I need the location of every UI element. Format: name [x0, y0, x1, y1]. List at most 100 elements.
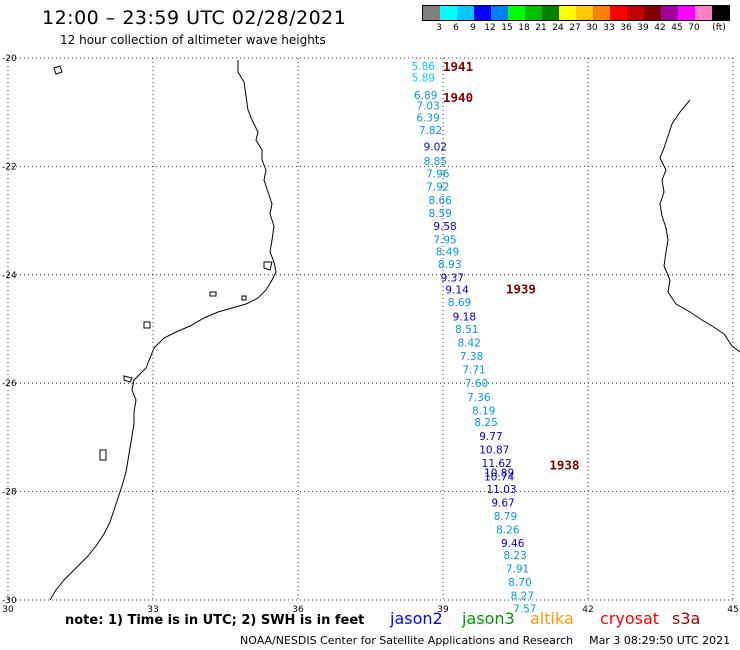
- map-title: 12:00 – 23:59 UTC 02/28/2021: [42, 7, 347, 29]
- legend-unit: (ft): [712, 23, 726, 33]
- wave-height-value: 7.36: [467, 392, 491, 404]
- footer-timestamp: Mar 3 08:29:50 UTC 2021: [589, 634, 731, 647]
- island: [241, 295, 247, 301]
- wave-height-value: 8.66: [429, 195, 453, 207]
- legend-swatch: [610, 6, 627, 20]
- wave-height-value: 8.26: [496, 525, 520, 537]
- coast-inlet: [123, 375, 133, 383]
- legend-swatch: [712, 6, 729, 20]
- wave-height-value: 9.58: [433, 221, 456, 233]
- island: [143, 321, 151, 329]
- legend-swatch: [627, 6, 644, 20]
- wave-height-value: 8.49: [436, 246, 459, 258]
- wave-height-value: 8.69: [448, 297, 471, 309]
- legend-swatch: [508, 6, 525, 20]
- legend-tick-label: 27: [569, 23, 581, 33]
- footer-agency: NOAA/NESDIS Center for Satellite Applica…: [240, 634, 574, 647]
- madagascar-coastline: [659, 99, 740, 353]
- satellite-cryosat: cryosat: [600, 609, 660, 628]
- lat-tick-label: -24: [2, 271, 17, 281]
- legend-tick-label: 24: [552, 23, 564, 33]
- wave-height-value: 8.93: [438, 259, 461, 271]
- legend-tick-label: 33: [603, 23, 615, 33]
- map-note: note: 1) Time is in UTC; 2) SWH is in fe…: [65, 613, 365, 628]
- lon-tick-label: 33: [147, 605, 158, 615]
- legend-swatch: [593, 6, 610, 20]
- legend-swatch: [474, 6, 491, 20]
- wave-height-value: 6.89: [414, 90, 437, 102]
- island: [53, 65, 63, 75]
- legend-swatch: [576, 6, 593, 20]
- wave-height-value: 11.62: [482, 458, 512, 470]
- legend-swatch: [644, 6, 661, 20]
- legend-swatch: [678, 6, 695, 20]
- lat-tick-label: -20: [2, 54, 17, 64]
- legend-tick-label: 15: [501, 23, 513, 33]
- wave-height-value: 9.67: [491, 497, 514, 509]
- legend-swatch: [542, 6, 559, 20]
- wave-height-value: 5.86: [412, 61, 436, 73]
- legend-swatch: [423, 6, 440, 20]
- lon-tick-label: 36: [292, 605, 304, 615]
- legend-color-bar: [422, 5, 730, 21]
- lon-tick-label: 39: [437, 605, 449, 615]
- satellite-s3a: s3a: [672, 609, 701, 628]
- wave-height-value: 8.51: [455, 324, 478, 336]
- lon-tick-label: 42: [582, 605, 593, 615]
- legend-tick-label: 9: [470, 23, 476, 33]
- wave-height-value: 7.92: [426, 181, 449, 193]
- wave-height-value: 7.03: [416, 101, 439, 113]
- wave-height-value: 9.18: [453, 312, 476, 324]
- legend-swatch: [695, 6, 712, 20]
- satellite-jason3: jason3: [462, 609, 515, 628]
- map-subtitle: 12 hour collection of altimeter wave hei…: [60, 33, 326, 47]
- wave-height-value: 7.82: [419, 125, 442, 137]
- wave-height-value: 10.87: [479, 444, 509, 456]
- coast-inlet: [263, 261, 273, 271]
- legend-tick-label: 36: [620, 23, 632, 33]
- wave-height-value: 8.19: [472, 405, 495, 417]
- wave-height-value: 8.42: [458, 338, 481, 350]
- legend-labels: 3 6 9 12 15 18 21 24 27 30 33 36 39 42 45 70 (ft): [422, 21, 730, 33]
- wave-height-value: 9.14: [445, 284, 469, 296]
- wave-height-value: 11.03: [487, 484, 517, 496]
- wave-height-value: 6.39: [416, 113, 439, 125]
- wave-height-value: 9.77: [479, 431, 502, 443]
- legend-tick-label: 70: [688, 23, 700, 33]
- legend-swatch: [457, 6, 474, 20]
- legend-swatch: [525, 6, 542, 20]
- legend-tick-label: 21: [535, 23, 547, 33]
- legend-tick-label: 45: [671, 23, 683, 33]
- wave-height-value: 5.89: [412, 73, 435, 85]
- legend-swatch: [559, 6, 576, 20]
- legend-tick-label: 12: [484, 23, 496, 33]
- legend-tick-label: 3: [436, 23, 442, 33]
- pass-time-label: 1941: [443, 59, 473, 74]
- wave-height-value: 7.71: [462, 365, 485, 377]
- satellite-jason2: jason2: [390, 609, 443, 628]
- wave-height-value: 8.59: [429, 208, 452, 220]
- wave-height-value: 8.85: [424, 156, 447, 168]
- lat-tick-label: -30: [2, 596, 17, 606]
- wave-height-value: 8.27: [511, 591, 534, 603]
- island: [209, 291, 217, 297]
- legend-tick-label: 42: [654, 23, 666, 33]
- wave-height-value: 7.96: [426, 168, 450, 180]
- wave-height-value: 7.91: [506, 564, 529, 576]
- color-legend: 3 6 9 12 15 18 21 24 27 30 33 36 39 42 45 70 (ft): [422, 5, 730, 33]
- legend-tick-label: 30: [586, 23, 598, 33]
- pass-time-label: 1939: [506, 281, 536, 296]
- wave-height-value: 7.95: [433, 235, 456, 247]
- wave-height-value: 7.38: [460, 351, 483, 363]
- lat-tick-label: -22: [2, 162, 17, 172]
- wave-height-value: 9.46: [501, 538, 525, 550]
- satellite-altika: altika: [530, 609, 574, 628]
- wave-height-value: 9.02: [424, 141, 447, 153]
- lon-tick-label: 30: [2, 605, 14, 615]
- pass-time-label: 1938: [549, 458, 579, 473]
- wave-height-value: 8.23: [503, 550, 526, 562]
- wave-height-value: 10.74: [484, 471, 514, 483]
- legend-tick-label: 39: [637, 23, 649, 33]
- wave-height-value: 7.60: [465, 378, 488, 390]
